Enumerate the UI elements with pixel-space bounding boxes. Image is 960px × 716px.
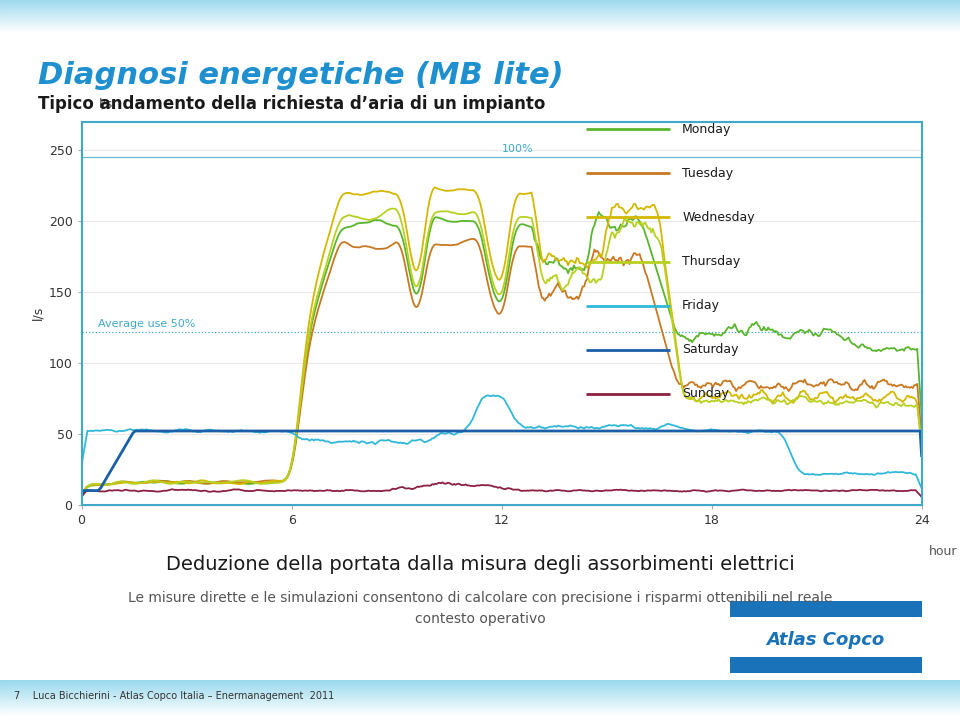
Text: 7    Luca Bicchierini - Atlas Copco Italia – Enermanagement  2011: 7 Luca Bicchierini - Atlas Copco Italia … [14, 692, 335, 701]
Text: 100%: 100% [501, 145, 533, 155]
Text: Saturday: Saturday [683, 343, 738, 356]
Bar [730, 601, 922, 617]
Text: Average use 50%: Average use 50% [99, 319, 196, 329]
Y-axis label: l/s: l/s [32, 306, 44, 320]
Text: Thursday: Thursday [683, 255, 740, 268]
Text: Friday: Friday [683, 299, 720, 312]
Text: Monday: Monday [683, 123, 732, 136]
Text: hour: hour [928, 544, 957, 558]
Bar [730, 657, 922, 673]
Text: l/s: l/s [99, 97, 112, 110]
Text: Diagnosi energetiche (MB lite): Diagnosi energetiche (MB lite) [38, 61, 564, 90]
Text: Wednesday: Wednesday [683, 211, 755, 224]
Text: Sunday: Sunday [683, 387, 729, 400]
Text: Atlas Copco: Atlas Copco [766, 631, 885, 649]
Text: Deduzione della portata dalla misura degli assorbimenti elettrici: Deduzione della portata dalla misura deg… [166, 555, 794, 574]
Text: Le misure dirette e le simulazioni consentono di calcolare con precisione i risp: Le misure dirette e le simulazioni conse… [128, 591, 832, 626]
Text: Tuesday: Tuesday [683, 167, 733, 180]
Text: Tipico andamento della richiesta d’aria di un impianto: Tipico andamento della richiesta d’aria … [38, 95, 546, 112]
